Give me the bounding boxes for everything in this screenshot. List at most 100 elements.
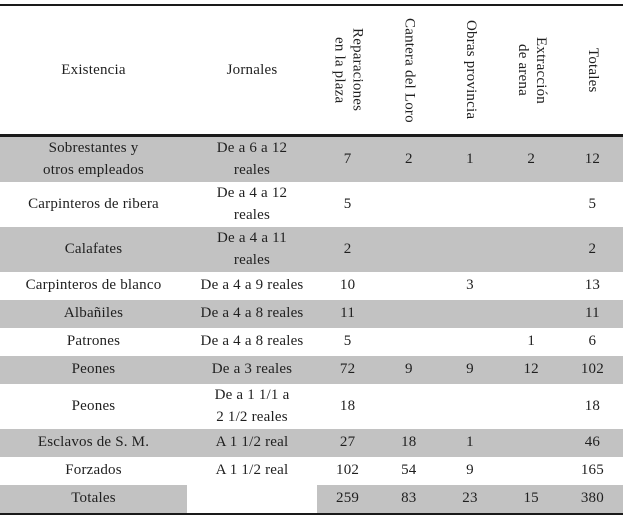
cell-value: 11 [340, 305, 356, 322]
table-body: Sobrestantes y otros empleados De a 6 a 1… [0, 137, 623, 513]
cell-value: 18 [584, 397, 601, 414]
cell-value: 102 [580, 361, 604, 378]
cell-existencia: Forzados [65, 462, 122, 479]
cell-existencia: Carpinteros de ribera [28, 195, 159, 212]
cell-jornales: A 1 1/2 real [215, 434, 289, 451]
cell-jornales: De a 4 a 8 reales [200, 305, 304, 322]
cell-value: 7 [343, 150, 352, 167]
cell-value: 27 [339, 434, 356, 451]
cell-existencia: Sobrestantes y otros empleados [43, 140, 144, 178]
cell-value: 1 [527, 333, 536, 350]
cell-value: 9 [404, 361, 413, 378]
cell-value [501, 384, 562, 429]
table-row: Carpinteros de ribera De a 4 a 12 reales 5… [0, 182, 623, 227]
cell-jornales: De a 4 a 11 reales [217, 230, 287, 268]
cell-value [378, 182, 439, 227]
cell-value: 2 [527, 150, 536, 167]
cell-existencia: Patrones [66, 333, 121, 350]
cell-value [378, 328, 439, 356]
cell-value: 54 [401, 462, 417, 479]
cell-value [439, 300, 500, 328]
cell-existencia: Albañiles [63, 305, 124, 322]
cell-value: 15 [500, 485, 562, 513]
cell-existencia: Totales [0, 485, 187, 513]
top-rule [0, 4, 623, 6]
cell-value: 23 [439, 485, 501, 513]
cell-value [501, 182, 562, 227]
cell-value [439, 182, 500, 227]
column-header-totales: Totales [562, 6, 623, 134]
table-row: Sobrestantes y otros empleados De a 6 a 1… [0, 137, 623, 182]
table-row-totales: Totales 259 83 23 15 380 [0, 485, 623, 513]
cell-value [378, 300, 439, 328]
rotated-header-label: Obras provincia [462, 20, 479, 120]
cell-value: 1 [466, 434, 474, 451]
table-row: Esclavos de S. M. A 1 1/2 real 27 18 1 46 [0, 429, 623, 457]
cell-value: 12 [584, 150, 601, 167]
table-row: Patrones De a 4 a 8 reales 5 1 6 [0, 328, 623, 356]
cell-jornales: De a 1 1/1 a 2 1/2 reales [214, 387, 290, 425]
cell-value: 1 [466, 150, 474, 167]
cell-value [501, 429, 562, 457]
cell-value [378, 272, 439, 300]
cell-value: 380 [561, 485, 623, 513]
cell-value: 2 [588, 240, 597, 257]
cell-existencia: Esclavos de S. M. [37, 434, 150, 451]
cell-value: 259 [317, 485, 379, 513]
cell-value [439, 227, 500, 272]
column-header-extraccion-de-arena: Extracción de arena [501, 6, 562, 134]
cell-jornales [187, 485, 317, 513]
cell-value: 83 [378, 485, 440, 513]
cell-jornales: De a 6 a 12 reales [216, 140, 288, 178]
header-separator-rule [0, 134, 623, 137]
cell-value: 9 [466, 462, 474, 479]
table-row: Peones De a 3 reales 72 9 9 12 102 [0, 356, 623, 384]
table-row: Carpinteros de blanco De a 4 a 9 reales 10… [0, 272, 623, 300]
cell-existencia: Peones [71, 361, 116, 378]
cell-value: 3 [466, 277, 474, 294]
cell-value [439, 384, 500, 429]
table-row: Forzados A 1 1/2 real 102 54 9 165 [0, 457, 623, 485]
cell-value: 5 [343, 195, 352, 212]
cell-value: 12 [523, 361, 539, 378]
cell-value: 46 [584, 434, 601, 451]
cell-value: 13 [584, 277, 601, 294]
cell-value [501, 272, 562, 300]
cell-value: 6 [588, 333, 597, 350]
cell-value: 102 [336, 462, 360, 479]
cell-value: 72 [339, 361, 356, 378]
column-header-existencia: Existencia [61, 61, 126, 78]
cell-value: 11 [584, 305, 600, 322]
column-header-jornales: Jornales [226, 61, 278, 78]
column-header-obras-provincia: Obras provincia [439, 6, 500, 134]
rotated-header-label: Extracción de arena [515, 36, 549, 104]
table-row: Peones De a 1 1/1 a 2 1/2 reales 18 18 [0, 384, 623, 429]
cell-value: 2 [404, 150, 413, 167]
cell-jornales: De a 3 reales [211, 361, 293, 378]
cell-existencia: Peones [71, 397, 116, 414]
cell-value [439, 328, 500, 356]
rotated-header-label: Cantera del Loro [401, 17, 418, 123]
cell-value [378, 227, 439, 272]
table-row: Calafates De a 4 a 11 reales 2 2 [0, 227, 623, 272]
cell-existencia: Calafates [64, 240, 123, 257]
cell-existencia: Carpinteros de blanco [25, 277, 162, 294]
bottom-rule [0, 513, 623, 515]
table-header: Existencia Jornales Reparaciones en la p… [0, 6, 623, 134]
rotated-header-label: Totales [585, 47, 602, 93]
cell-value [501, 300, 562, 328]
cell-value [501, 457, 562, 485]
cell-value: 5 [588, 195, 597, 212]
cell-value: 2 [343, 240, 352, 257]
column-header-cantera-del-loro: Cantera del Loro [378, 6, 439, 134]
cell-jornales: A 1 1/2 real [215, 462, 289, 479]
cell-value [378, 384, 439, 429]
cell-jornales: De a 4 a 9 reales [200, 277, 304, 294]
cell-value: 10 [339, 277, 356, 294]
cell-value [501, 227, 562, 272]
cell-jornales: De a 4 a 12 reales [216, 185, 288, 223]
cell-value: 9 [466, 361, 474, 378]
rotated-header-label: Reparaciones en la plaza [331, 28, 366, 112]
cell-value: 165 [580, 462, 604, 479]
